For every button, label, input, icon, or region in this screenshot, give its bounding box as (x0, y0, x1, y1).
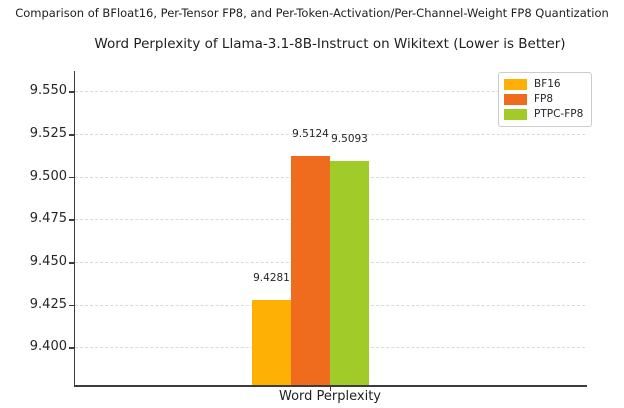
y-axis-tick (69, 304, 74, 307)
bar-fp8 (291, 155, 330, 385)
y-axis-tick-label: 9.400 (29, 339, 67, 355)
x-axis-tick (329, 387, 331, 391)
bar-bf16 (252, 299, 291, 385)
y-axis-tick-label: 9.450 (29, 254, 67, 270)
legend-item-label: FP8 (534, 93, 554, 105)
x-axis-label: Word Perplexity (279, 389, 381, 404)
y-axis-tick-label: 9.525 (29, 126, 67, 142)
plot-area: 9.4281 9.5124 9.5093 (75, 71, 585, 385)
y-axis-tick (69, 134, 74, 136)
legend-swatch-icon (504, 109, 527, 120)
x-axis-spine (73, 385, 587, 387)
y-axis-tick-label: 9.550 (29, 83, 67, 99)
figure-suptitle: Comparison of BFloat16, Per-Tensor FP8, … (15, 6, 609, 20)
y-axis-tick (69, 347, 74, 349)
y-axis-tick (69, 91, 74, 93)
y-axis-tick (69, 219, 74, 221)
y-axis-tick-label: 9.425 (29, 296, 67, 312)
gridline (75, 134, 585, 136)
bar-value-label: 9.5093 (331, 132, 368, 145)
legend-item-fp8: FP8 (504, 94, 583, 105)
legend: BF16 FP8 PTPC-FP8 (498, 72, 593, 127)
bar-value-label: 9.4281 (253, 271, 290, 284)
y-axis-tick-label: 9.500 (29, 168, 67, 184)
y-axis-tick-label: 9.475 (29, 211, 67, 227)
y-axis-spine (73, 71, 75, 387)
y-axis-tick (69, 262, 74, 264)
chart-title: Word Perplexity of Llama-3.1-8B-Instruct… (94, 36, 566, 52)
bar-value-label: 9.5124 (292, 127, 329, 140)
legend-item-ptpc-fp8: PTPC-FP8 (504, 109, 583, 120)
legend-swatch-icon (504, 79, 527, 90)
bar-ptpc-fp8 (330, 160, 369, 385)
legend-item-label: PTPC-FP8 (534, 108, 584, 120)
legend-item-bf16: BF16 (504, 79, 583, 90)
legend-item-label: BF16 (534, 78, 561, 90)
y-axis-tick (69, 176, 74, 179)
gridline (75, 91, 585, 93)
legend-swatch-icon (504, 94, 527, 105)
